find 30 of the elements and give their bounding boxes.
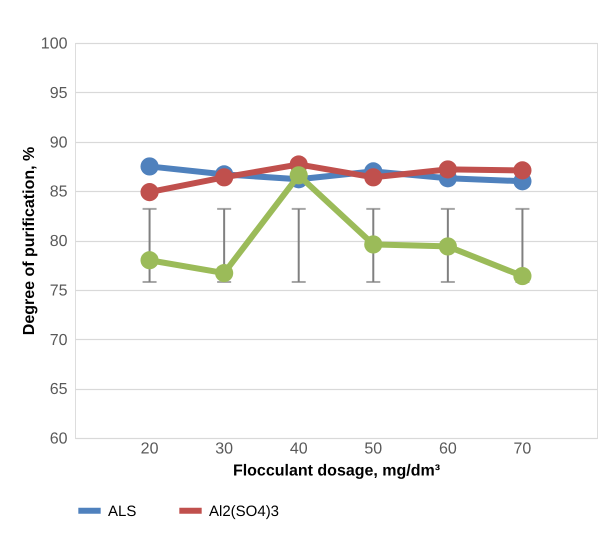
y-tick-label: 85: [50, 184, 68, 201]
x-axis-title: Flocculant dosage, mg/dm³: [232, 462, 440, 480]
point: [140, 251, 159, 270]
legend-label: Al2(SO4)3: [209, 502, 280, 520]
y-tick-label: 100: [40, 36, 68, 52]
point: [140, 183, 159, 202]
point: [364, 168, 382, 186]
y-tick-label: 95: [50, 84, 68, 102]
point: [513, 161, 532, 180]
legend-label: ALS: [108, 502, 136, 520]
y-axis-title: Degree of purification, %: [20, 146, 38, 336]
point: [438, 160, 457, 178]
y-tick-label: 75: [50, 282, 68, 300]
x-tick-label: 70: [514, 440, 532, 458]
x-tick-label: 30: [215, 440, 234, 458]
x-tick-label: 40: [290, 440, 308, 458]
point: [140, 157, 159, 176]
y-tick-label: 90: [50, 134, 68, 152]
point: [215, 264, 234, 282]
x-tick-label: 50: [364, 440, 382, 458]
point: [290, 166, 308, 184]
x-tick-label: 60: [438, 440, 457, 458]
point: [513, 266, 532, 286]
y-tick-label: 70: [50, 332, 68, 349]
y-tick-label: 65: [50, 381, 68, 398]
point: [215, 168, 234, 186]
point: [438, 237, 457, 256]
point: [364, 235, 382, 254]
x-tick-label: 20: [140, 440, 159, 458]
y-tick-label: 80: [50, 233, 68, 250]
